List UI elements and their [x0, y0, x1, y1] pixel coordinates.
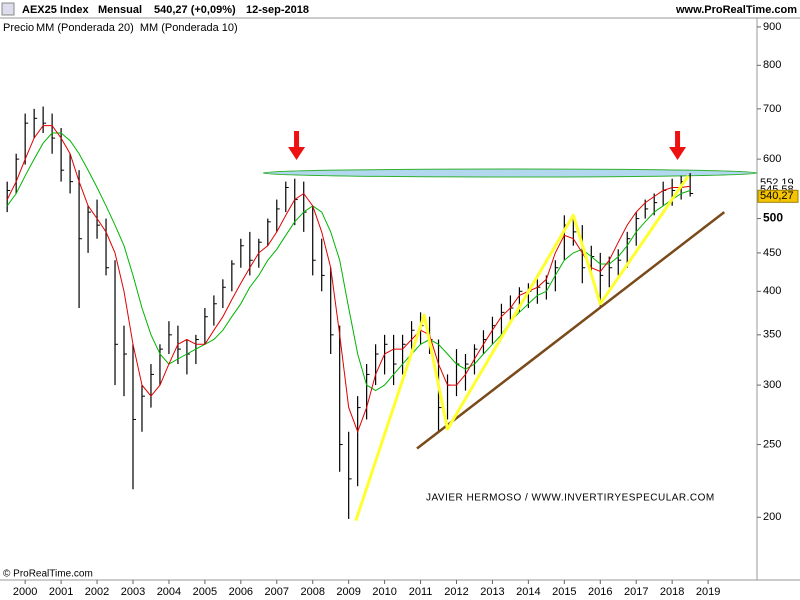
y-tick-label: 500 [763, 211, 783, 225]
y-tick-label: 250 [763, 438, 781, 450]
x-tick-label: 2013 [480, 586, 504, 598]
x-tick-label: 2001 [49, 586, 73, 598]
zigzag [354, 174, 690, 522]
legend-entry: MM (Ponderada 10) [140, 22, 238, 34]
resistance-zone [262, 168, 758, 178]
moving-average [6, 132, 691, 392]
x-tick-label: 2010 [372, 586, 396, 598]
moving-average [6, 125, 691, 434]
watermark: JAVIER HERMOSO / WWW.INVERTIRYESPECULAR.… [426, 493, 715, 504]
y-tick-label: 400 [763, 285, 781, 297]
price-label: Precio [3, 22, 34, 34]
x-tick-label: 2015 [552, 586, 576, 598]
header-period: Mensual [98, 4, 142, 16]
last-value-box [757, 189, 799, 203]
x-tick-label: 2014 [516, 586, 540, 598]
y-tick-label: 600 [763, 153, 781, 165]
legend-entry: MM (Ponderada 20) [36, 22, 134, 34]
y-tick-label: 800 [763, 59, 781, 71]
x-tick-label: 2000 [13, 586, 37, 598]
x-tick-label: 2011 [409, 586, 433, 598]
x-tick-label: 2016 [588, 586, 612, 598]
header-symbol: AEX25 Index [22, 4, 90, 16]
y-tick-label: 450 [763, 247, 781, 259]
y-tick-label: 300 [763, 379, 781, 391]
x-tick-label: 2018 [660, 586, 684, 598]
x-tick-label: 2005 [193, 586, 217, 598]
y-tick-label: 350 [763, 329, 781, 341]
x-tick-label: 2006 [229, 586, 253, 598]
menu-icon[interactable] [1, 2, 15, 16]
last-value-label: 540,27 [760, 190, 794, 202]
x-tick-label: 2004 [157, 586, 181, 598]
x-tick-label: 2008 [300, 586, 324, 598]
x-tick-label: 2009 [336, 586, 360, 598]
header-site: www.ProRealTime.com [675, 4, 797, 16]
x-tick-label: 2007 [265, 586, 289, 598]
y-tick-label: 700 [763, 103, 781, 115]
x-tick-label: 2002 [85, 586, 109, 598]
x-tick-label: 2017 [624, 586, 648, 598]
y-tick-label: 900 [763, 21, 781, 33]
header-date: 12-sep-2018 [246, 4, 309, 16]
x-tick-label: 2003 [121, 586, 145, 598]
trendline [416, 211, 726, 450]
header-price: 540,27 (+0,09%) [154, 4, 236, 16]
red-arrow [288, 131, 306, 160]
x-tick-label: 2019 [696, 586, 720, 598]
y-tick-label: 200 [763, 511, 781, 523]
red-arrow [669, 131, 687, 160]
copyright: © ProRealTime.com [3, 569, 93, 580]
x-tick-label: 2012 [444, 586, 468, 598]
